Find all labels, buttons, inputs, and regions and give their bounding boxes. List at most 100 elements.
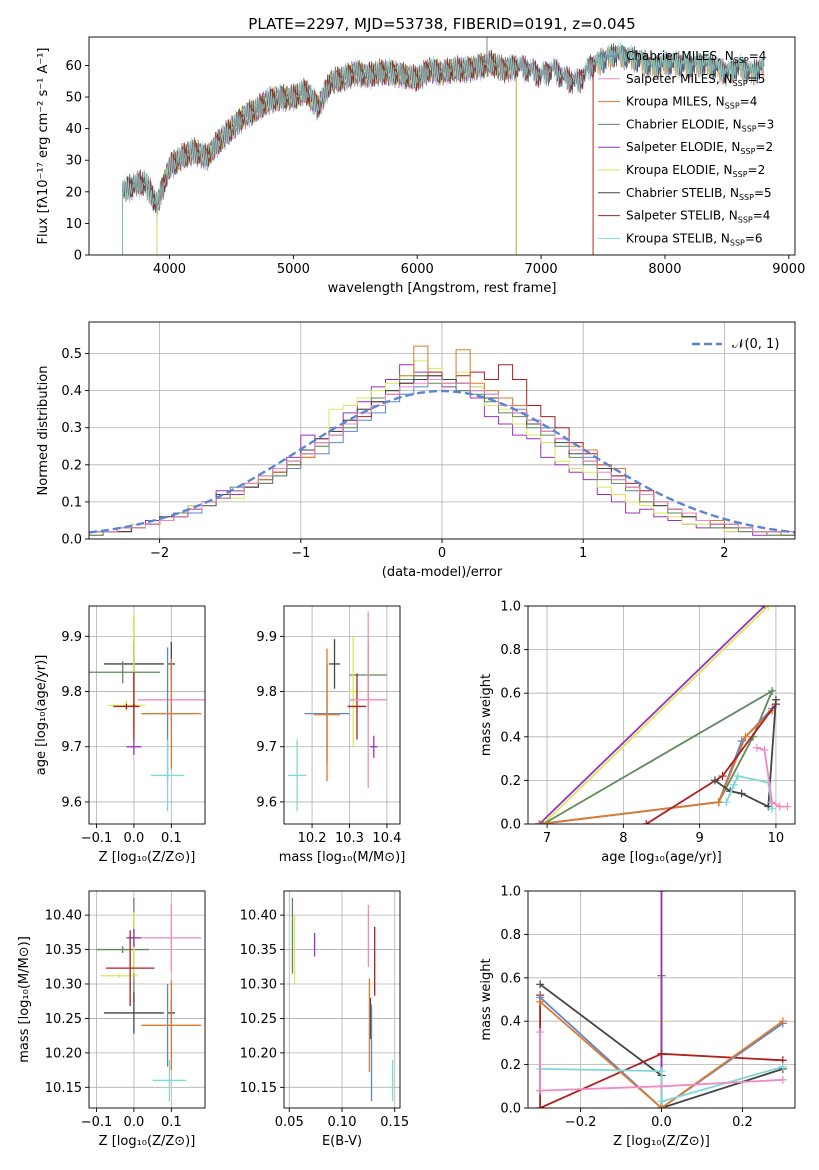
legend-name: Kroupa ELODIE, N bbox=[626, 163, 733, 177]
legend-subscript: SSP bbox=[742, 124, 757, 133]
y-tick-label: 0.6 bbox=[500, 687, 521, 702]
errorbar-plot-area bbox=[287, 611, 387, 812]
x-tick-label: 10.2 bbox=[298, 831, 327, 846]
x-tick-label: −2 bbox=[150, 546, 169, 561]
x-tick-label: 2 bbox=[720, 546, 728, 561]
massweight-marker bbox=[536, 997, 545, 1006]
x-tick-label: −1 bbox=[291, 546, 310, 561]
y-tick-label: 9.7 bbox=[256, 740, 277, 755]
massweight-marker bbox=[657, 1049, 666, 1058]
massweight-plot-area bbox=[535, 606, 792, 824]
massweight-marker bbox=[657, 1097, 666, 1106]
legend-subscript: SSP bbox=[740, 147, 755, 156]
y-tick-label: 1.0 bbox=[500, 600, 521, 615]
legend-name: Chabrier STELIB, N bbox=[626, 186, 739, 200]
massweight-line bbox=[539, 709, 773, 824]
x-axis-label: mass [log₁₀(M/M⊙)] bbox=[279, 850, 406, 865]
x-tick-label: 0.05 bbox=[275, 1115, 304, 1130]
x-tick-label: 4000 bbox=[153, 262, 186, 277]
y-tick-label: 9.9 bbox=[61, 630, 82, 645]
legend-label: Salpeter MILES, NSSP=5 bbox=[626, 72, 765, 88]
y-tick-label: 0.4 bbox=[500, 730, 521, 745]
massweight-marker bbox=[657, 891, 666, 895]
legend-label: Chabrier MILES, NSSP=4 bbox=[626, 49, 766, 65]
x-tick-label: 6000 bbox=[401, 262, 434, 277]
legend-subscript: SSP bbox=[730, 238, 745, 247]
massweight-marker bbox=[760, 745, 769, 754]
y-tick-label: 9.6 bbox=[61, 795, 82, 810]
x-tick-label: 10 bbox=[768, 831, 785, 846]
legend-label: Kroupa STELIB, NSSP=6 bbox=[626, 231, 763, 247]
y-tick-label: 0.1 bbox=[61, 495, 82, 510]
y-tick-label: 10.40 bbox=[45, 909, 82, 924]
massweight-marker bbox=[768, 798, 777, 807]
x-tick-label: 0.1 bbox=[161, 1115, 182, 1130]
spectrum-plot-area bbox=[122, 37, 765, 255]
panel-age-vs-Z: −0.1 0.0 0.1 9.6 9.7 9.8 9.9 Z [log₁₀(Z/Z⊙)] age… bbox=[34, 605, 206, 865]
legend-subscript: SSP bbox=[733, 79, 748, 88]
x-tick-label: 0.15 bbox=[380, 1115, 409, 1130]
panel-mass-vs-Z: −0.1 0.0 0.1 10.15 10.20 10.25 10.30 10.35 10.40… bbox=[17, 890, 206, 1149]
legend-count: =4 bbox=[753, 209, 771, 223]
axes-frame bbox=[88, 890, 206, 1109]
massweight-marker bbox=[718, 772, 727, 781]
errorbar-plot-area bbox=[291, 897, 394, 1102]
y-tick-label: 0 bbox=[74, 249, 82, 264]
x-tick-label: 0.10 bbox=[328, 1115, 357, 1130]
y-axis-label: mass [log₁₀(M/M⊙)] bbox=[17, 936, 32, 1063]
legend-subscript: SSP bbox=[725, 102, 740, 111]
y-tick-label: 10.20 bbox=[45, 1046, 82, 1061]
y-tick-label: 10.25 bbox=[240, 1012, 277, 1027]
y-tick-label: 9.8 bbox=[256, 685, 277, 700]
x-axis-label: Z [log₁₀(Z/Z⊙)] bbox=[99, 1134, 196, 1149]
legend-label: Salpeter ELODIE, NSSP=2 bbox=[626, 140, 773, 156]
y-tick-label: 30 bbox=[65, 154, 82, 169]
y-tick-label: 9.8 bbox=[61, 685, 82, 700]
massweight-marker bbox=[771, 695, 780, 704]
y-tick-label: 9.6 bbox=[256, 795, 277, 810]
massweight-marker bbox=[768, 687, 777, 696]
legend-count: =5 bbox=[754, 186, 772, 200]
x-axis-label: wavelength [Angstrom, rest frame] bbox=[328, 281, 557, 296]
histogram-plot-area bbox=[89, 345, 795, 539]
legend-label: Kroupa ELODIE, NSSP=2 bbox=[626, 163, 765, 179]
massweight-marker bbox=[714, 798, 723, 807]
massweight-marker bbox=[737, 789, 746, 798]
y-tick-label: 9.7 bbox=[61, 740, 82, 755]
legend-subscript: SSP bbox=[733, 170, 748, 179]
y-tick-label: 10.35 bbox=[240, 943, 277, 958]
y-axis-label: age [log₁₀(age/yr)] bbox=[34, 655, 49, 776]
massweight-marker bbox=[539, 820, 548, 824]
x-tick-label: 0 bbox=[438, 546, 446, 561]
histogram-step bbox=[89, 379, 795, 539]
massweight-marker bbox=[657, 1067, 666, 1076]
y-axis-label: mass weight bbox=[479, 674, 494, 756]
x-tick-label: 7000 bbox=[525, 262, 558, 277]
legend-subscript: SSP bbox=[734, 56, 749, 65]
y-tick-label: 0.5 bbox=[61, 347, 82, 362]
y-tick-label: 0.3 bbox=[61, 421, 82, 436]
chart-title: PLATE=2297, MJD=53738, FIBERID=0191, z=0… bbox=[248, 15, 635, 33]
y-tick-label: 0.2 bbox=[500, 1058, 521, 1073]
massweight-marker bbox=[536, 1086, 545, 1095]
panel-residuals: −2 −1 0 1 2 0.0 0.1 0.2 0.3 0.4 0.5 (data-model)/er… bbox=[36, 321, 796, 580]
massweight-marker bbox=[657, 1082, 666, 1091]
x-tick-label: 0.0 bbox=[651, 1115, 672, 1130]
y-tick-label: 0.0 bbox=[500, 818, 521, 833]
axes-frame bbox=[88, 605, 206, 825]
normal-curve bbox=[89, 389, 795, 534]
axes-frame bbox=[88, 36, 796, 256]
x-tick-label: −0.1 bbox=[81, 831, 113, 846]
massweight-plot-area bbox=[536, 891, 787, 1108]
legend-name: Kroupa STELIB, N bbox=[626, 231, 730, 245]
y-tick-label: 20 bbox=[65, 185, 82, 200]
massweight-marker bbox=[536, 980, 545, 989]
y-tick-label: 0.4 bbox=[500, 1015, 521, 1030]
massweight-marker bbox=[722, 798, 731, 807]
x-tick-label: 5000 bbox=[277, 262, 310, 277]
y-tick-label: 0.8 bbox=[500, 643, 521, 658]
massweight-marker bbox=[752, 743, 761, 752]
x-tick-label: 8000 bbox=[648, 262, 681, 277]
legend-subscript: SSP bbox=[738, 216, 753, 225]
